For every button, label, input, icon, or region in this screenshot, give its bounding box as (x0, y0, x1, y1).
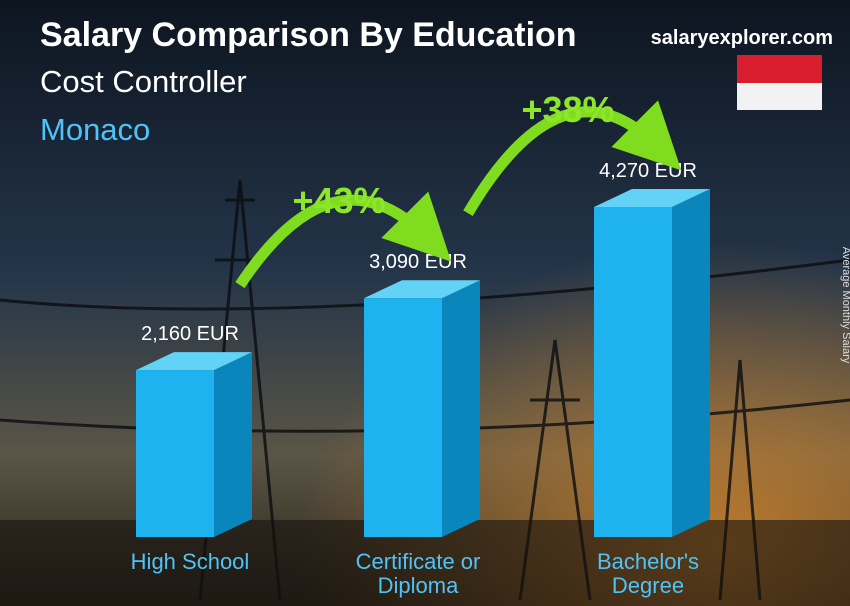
bar (136, 370, 214, 537)
bar (594, 207, 672, 537)
brand: salaryexplorer.com (651, 27, 833, 49)
flag-white (737, 83, 822, 110)
bar (364, 298, 442, 537)
annotation: +38% (521, 89, 614, 130)
bar-side (214, 352, 252, 537)
flag-red (737, 55, 822, 83)
x-tick-label: High School (130, 549, 250, 574)
chart-title: Salary Comparison By Education (40, 16, 577, 54)
increase-arrow (235, 191, 452, 289)
x-tick-label: Bachelor's Degree (596, 549, 700, 598)
value-label: 4,270 EUR (599, 160, 697, 182)
annotation: +43% (292, 180, 385, 221)
value-label: 2,160 EUR (141, 323, 239, 345)
value-label: 3,090 EUR (369, 251, 467, 273)
bar-top (136, 352, 252, 371)
location: Monaco (40, 112, 150, 147)
bar-top (594, 189, 710, 207)
increase-arrow (463, 100, 682, 216)
subtitle: Cost Controller (40, 64, 247, 99)
y-axis-label: Average Monthly Salary (840, 247, 850, 364)
x-tick-label: Certificate or Diploma (355, 549, 481, 598)
bar-side (442, 280, 480, 537)
bar-side (672, 189, 710, 537)
bar-top (364, 280, 480, 299)
